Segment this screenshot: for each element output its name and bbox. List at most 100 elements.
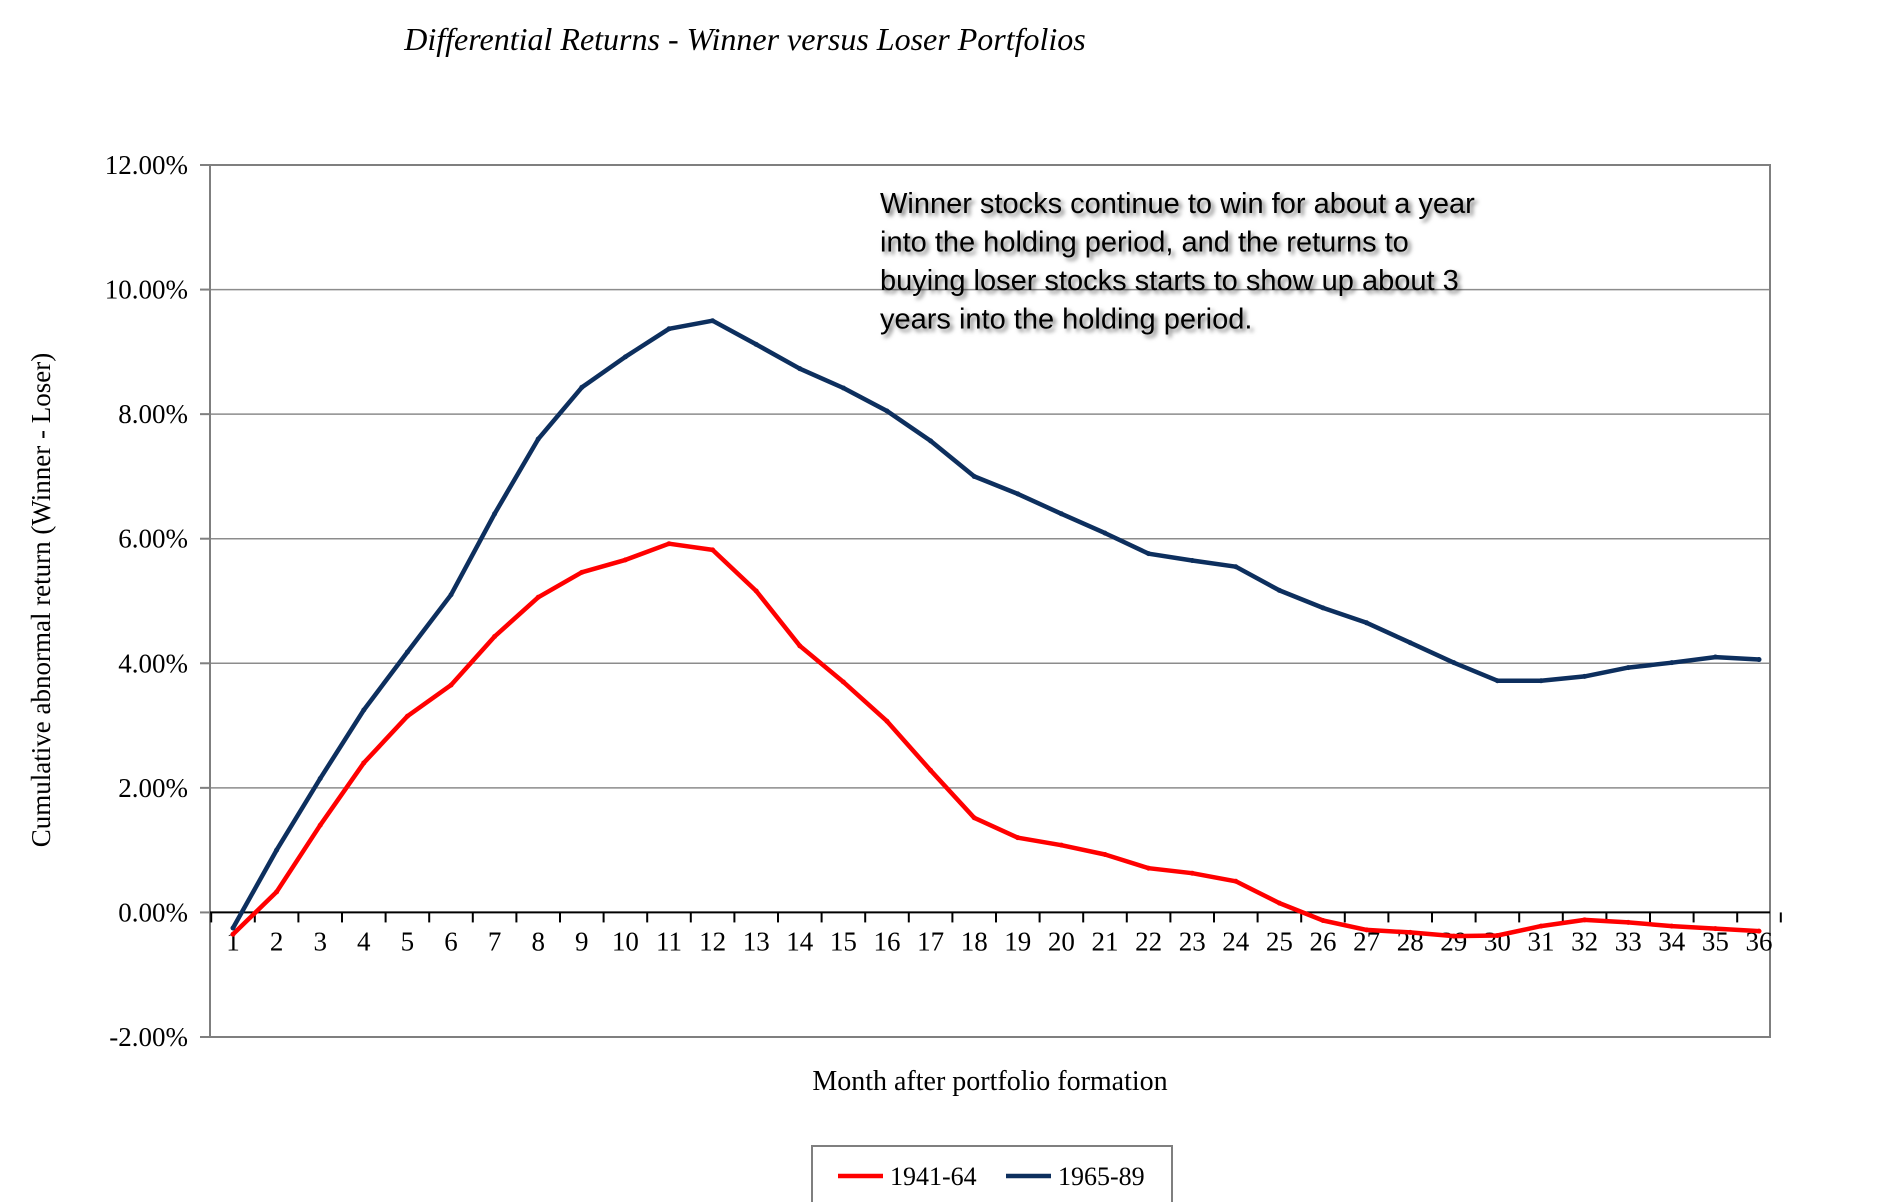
data-point xyxy=(971,815,977,821)
plot-area-border xyxy=(209,164,1771,1038)
data-point xyxy=(1320,605,1326,611)
y-axis-ticks: -2.00% 0.00% 2.00% 4.00% 6.00% 8.00% 10.00% 12.… xyxy=(105,150,210,1052)
y-tick-label: -2.00% xyxy=(109,1022,188,1052)
x-tick-label: 31 xyxy=(1528,926,1555,956)
data-point xyxy=(579,569,585,575)
x-tick-label: 9 xyxy=(575,926,589,956)
y-tick-label: 0.00% xyxy=(118,897,188,927)
x-tick-label: 21 xyxy=(1092,926,1119,956)
data-point xyxy=(274,889,280,895)
x-tick-label: 33 xyxy=(1615,926,1642,956)
data-point xyxy=(1146,865,1152,871)
data-point xyxy=(535,436,541,442)
x-tick-label: 22 xyxy=(1135,926,1162,956)
data-point xyxy=(361,760,367,766)
data-point xyxy=(753,341,759,347)
data-point xyxy=(1712,926,1718,932)
x-axis-ticks: 1 2 3 4 5 6 7 8 9 10 11 12 13 14 15 16 17 18 19 20 21 22 23 24 2… xyxy=(210,912,1782,956)
x-axis-label: Month after portfolio formation xyxy=(812,1066,1167,1097)
data-point xyxy=(797,366,803,372)
data-point xyxy=(840,679,846,685)
y-tick-label: 12.00% xyxy=(105,150,188,180)
x-tick-label: 32 xyxy=(1571,926,1598,956)
data-point xyxy=(1669,660,1675,666)
annotation-text: Winner stocks continue to win for about … xyxy=(880,188,1475,220)
data-point xyxy=(1625,919,1631,925)
data-point xyxy=(1189,558,1195,564)
grid-lines xyxy=(210,288,1770,789)
data-point xyxy=(317,776,323,782)
data-point xyxy=(1102,530,1108,536)
x-tick-label: 14 xyxy=(786,926,814,956)
y-tick-label: 8.00% xyxy=(118,399,188,429)
data-point xyxy=(1582,917,1588,923)
data-point xyxy=(1058,511,1064,517)
data-point xyxy=(492,634,498,640)
chart-title: Differential Returns - Winner versus Los… xyxy=(403,21,1085,57)
y-axis-label: Cumulative abnormal return (Winner - Los… xyxy=(26,353,56,848)
x-tick-label: 17 xyxy=(917,926,944,956)
x-tick-label: 13 xyxy=(743,926,770,956)
x-tick-label: 18 xyxy=(961,926,988,956)
data-point xyxy=(840,385,846,391)
data-point xyxy=(1189,870,1195,876)
series-line xyxy=(230,318,1762,931)
x-tick-label: 10 xyxy=(612,926,639,956)
data-point xyxy=(884,408,890,414)
data-point xyxy=(535,594,541,600)
data-point xyxy=(1233,564,1239,570)
x-tick-label: 24 xyxy=(1222,926,1250,956)
data-point xyxy=(797,643,803,649)
y-tick-label: 6.00% xyxy=(118,524,188,554)
data-point xyxy=(1451,933,1457,939)
data-point xyxy=(1015,835,1021,841)
data-series xyxy=(230,318,1762,939)
data-point xyxy=(404,649,410,655)
data-point xyxy=(1582,673,1588,679)
data-point xyxy=(666,541,672,547)
data-point xyxy=(710,318,716,324)
x-tick-label: 2 xyxy=(270,926,284,956)
data-point xyxy=(1233,878,1239,884)
x-tick-label: 26 xyxy=(1310,926,1337,956)
annotation-callout: Winner stocks continue to win for about … xyxy=(880,188,1475,336)
x-tick-label: 25 xyxy=(1266,926,1293,956)
data-point xyxy=(1538,923,1544,929)
y-tick-label: 10.00% xyxy=(105,275,188,305)
data-point xyxy=(274,847,280,853)
data-point xyxy=(1407,929,1413,935)
data-point xyxy=(1364,927,1370,933)
data-point xyxy=(1625,665,1631,671)
data-point xyxy=(579,384,585,390)
data-point xyxy=(884,718,890,724)
legend-label: 1941-64 xyxy=(890,1162,977,1191)
legend: 1941-64 1965-89 xyxy=(811,1145,1173,1202)
data-point xyxy=(361,707,367,713)
annotation-text: buying loser stocks starts to show up ab… xyxy=(880,265,1459,297)
x-tick-label: 34 xyxy=(1658,926,1686,956)
y-tick-label: 4.00% xyxy=(118,648,188,678)
x-tick-label: 4 xyxy=(357,926,371,956)
x-tick-label: 20 xyxy=(1048,926,1075,956)
data-point xyxy=(666,326,672,332)
x-tick-label: 11 xyxy=(656,926,682,956)
data-point xyxy=(1407,640,1413,646)
series-line xyxy=(230,541,1762,939)
x-tick-label: 8 xyxy=(531,926,545,956)
data-point xyxy=(622,354,628,360)
data-point xyxy=(230,931,236,937)
data-point xyxy=(622,557,628,563)
annotation-text: into the holding period, and the returns… xyxy=(880,227,1409,259)
data-point xyxy=(1015,491,1021,497)
data-point xyxy=(230,925,236,931)
x-tick-label: 29 xyxy=(1440,926,1467,956)
data-point xyxy=(1146,551,1152,557)
x-tick-label: 15 xyxy=(830,926,857,956)
data-point xyxy=(404,713,410,719)
data-point xyxy=(317,822,323,828)
data-point xyxy=(1102,852,1108,858)
x-tick-label: 30 xyxy=(1484,926,1511,956)
x-tick-label: 35 xyxy=(1702,926,1729,956)
data-point xyxy=(492,511,498,517)
data-point xyxy=(753,588,759,594)
